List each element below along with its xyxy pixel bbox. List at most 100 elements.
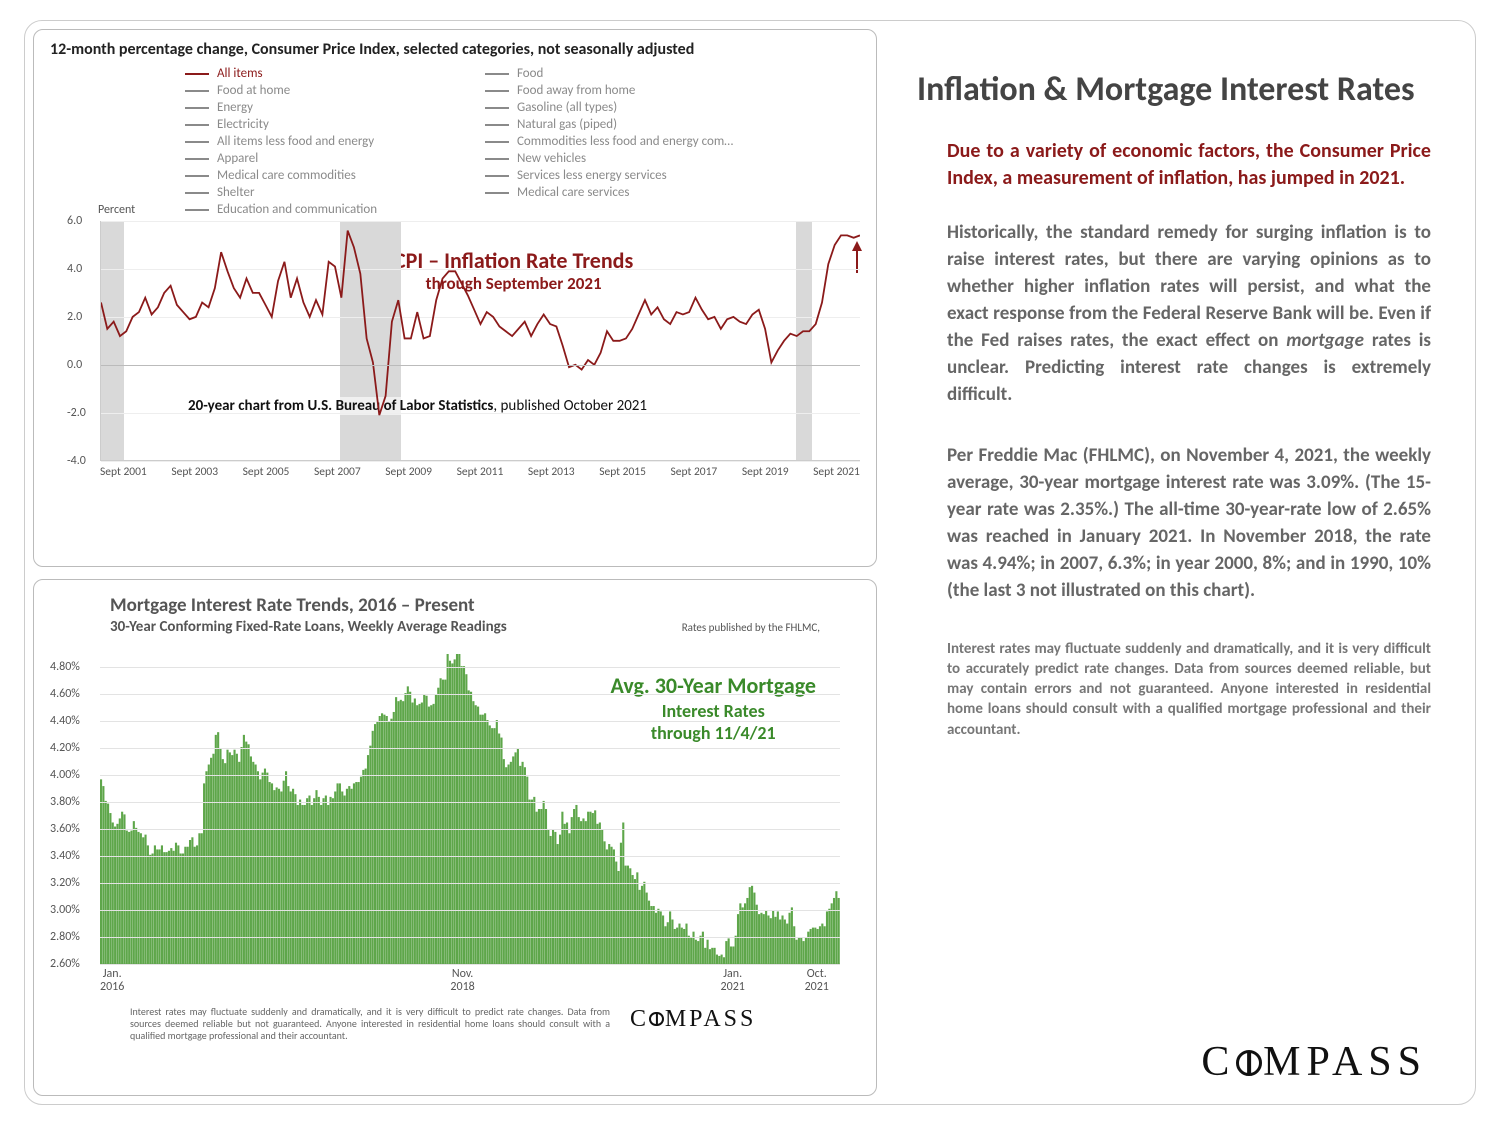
cpi-legend-item: Shelter: [185, 185, 445, 200]
cpi-title: 12-month percentage change, Consumer Pri…: [50, 40, 860, 60]
legend-swatch-icon: [485, 124, 509, 126]
left-column: 12-month percentage change, Consumer Pri…: [33, 29, 877, 1096]
mortgage-x-axis: Jan.2016 Nov.2018 Jan.2021 Oct.2021: [100, 968, 840, 998]
legend-label: New vehicles: [517, 151, 586, 166]
legend-swatch-icon: [485, 158, 509, 160]
mtg-xtick-label: Oct.2021: [805, 968, 829, 994]
cpi-ytick-label: 2.0: [67, 310, 82, 324]
mtg-ytick-label: 3.40%: [50, 849, 80, 863]
cpi-legend-item: Services less energy services: [485, 168, 745, 183]
cpi-legend-item: Medical care services: [485, 185, 745, 200]
legend-label: Commodities less food and energy com…: [517, 134, 733, 149]
paragraph-1: Historically, the standard remedy for su…: [947, 220, 1431, 409]
legend-swatch-icon: [185, 209, 209, 211]
cpi-ytick-label: -2.0: [67, 406, 86, 420]
legend-label: Food away from home: [517, 83, 635, 98]
cpi-plot-wrap: Percent 20-year chart from U.S. Bureau o…: [68, 221, 860, 479]
mtg-ytick-label: 4.20%: [50, 741, 80, 755]
mtg-xtick-label: Nov.2018: [450, 968, 474, 994]
legend-swatch-icon: [485, 107, 509, 109]
cpi-legend-item: Energy: [185, 100, 445, 115]
cpi-ytick-label: 0.0: [67, 358, 82, 372]
legend-label: Medical care commodities: [217, 168, 356, 183]
legend-swatch-icon: [485, 73, 509, 75]
mtg-ytick-label: 4.80%: [50, 660, 80, 674]
legend-swatch-icon: [185, 90, 209, 92]
cpi-legend-item: Gasoline (all types): [485, 100, 745, 115]
legend-swatch-icon: [185, 124, 209, 126]
legend-label: Education and communication: [217, 202, 377, 217]
cpi-xtick-label: Sept 2007: [314, 465, 361, 479]
legend-label: Apparel: [217, 151, 258, 166]
cpi-legend-item: Medical care commodities: [185, 168, 445, 183]
mortgage-title: Mortgage Interest Rate Trends, 2016 – Pr…: [110, 594, 860, 617]
legend-swatch-icon: [485, 90, 509, 92]
cpi-legend-item: New vehicles: [485, 151, 745, 166]
mortgage-chart-box: Mortgage Interest Rate Trends, 2016 – Pr…: [33, 579, 877, 1096]
mortgage-footer: Interest rates may fluctuate suddenly an…: [130, 1006, 860, 1042]
compass-logo-large: CMPASS: [917, 1038, 1427, 1086]
cpi-xtick-label: Sept 2011: [457, 465, 504, 479]
cpi-plot-area: 20-year chart from U.S. Bureau of Labor …: [100, 221, 860, 461]
disclaimer-paragraph: Interest rates may fluctuate suddenly an…: [947, 639, 1431, 740]
legend-swatch-icon: [185, 158, 209, 160]
legend-label: Energy: [217, 100, 253, 115]
legend-swatch-icon: [185, 107, 209, 109]
legend-label: Medical care services: [517, 185, 629, 200]
mtg-xtick-label: Jan.2021: [721, 968, 745, 994]
cpi-ytick-label: 4.0: [67, 262, 82, 276]
cpi-chart-box: 12-month percentage change, Consumer Pri…: [33, 29, 877, 567]
cpi-xtick-label: Sept 2015: [599, 465, 646, 479]
legend-label: Food at home: [217, 83, 290, 98]
mtg-ytick-label: 3.20%: [50, 876, 80, 890]
legend-label: Gasoline (all types): [517, 100, 617, 115]
compass-logo-small: CMPASS: [630, 1006, 756, 1033]
cpi-xtick-label: Sept 2021: [813, 465, 860, 479]
legend-label: Natural gas (piped): [517, 117, 617, 132]
legend-swatch-icon: [185, 73, 209, 75]
mortgage-subtitle: 30-Year Conforming Fixed-Rate Loans, Wee…: [110, 618, 507, 636]
mtg-ytick-label: 3.00%: [50, 903, 80, 917]
legend-swatch-icon: [485, 192, 509, 194]
lede-paragraph: Due to a variety of economic factors, th…: [947, 138, 1431, 192]
legend-label: Shelter: [217, 185, 254, 200]
cpi-legend-item: Education and communication: [185, 202, 445, 217]
cpi-xtick-label: Sept 2009: [385, 465, 432, 479]
legend-swatch-icon: [185, 192, 209, 194]
mtg-ytick-label: 3.60%: [50, 822, 80, 836]
mortgage-bars-svg: [100, 654, 840, 964]
cpi-legend: All items Food at home Energy Electricity Al…: [50, 66, 860, 217]
cpi-xtick-label: Sept 2005: [243, 465, 290, 479]
cpi-xtick-label: Sept 2003: [171, 465, 218, 479]
cpi-y-axis-label: Percent: [98, 203, 135, 217]
cpi-legend-item: Food away from home: [485, 83, 745, 98]
mortgage-published: Rates published by the FHLMC,: [682, 621, 820, 634]
cpi-legend-item: Natural gas (piped): [485, 117, 745, 132]
legend-label: Electricity: [217, 117, 269, 132]
legend-swatch-icon: [185, 141, 209, 143]
cpi-legend-item: All items less food and energy: [185, 134, 445, 149]
mtg-ytick-label: 3.80%: [50, 795, 80, 809]
mtg-ytick-label: 2.80%: [50, 930, 80, 944]
cpi-legend-item: Food at home: [185, 83, 445, 98]
cpi-legend-item: Commodities less food and energy com…: [485, 134, 745, 149]
legend-label: All items: [217, 66, 263, 81]
cpi-legend-item: Apparel: [185, 151, 445, 166]
cpi-xtick-label: Sept 2001: [100, 465, 147, 479]
legend-label: Food: [517, 66, 543, 81]
page-frame: 12-month percentage change, Consumer Pri…: [24, 20, 1476, 1105]
legend-swatch-icon: [485, 175, 509, 177]
cpi-ytick-label: 6.0: [67, 214, 82, 228]
mtg-ytick-label: 2.60%: [50, 957, 80, 971]
cpi-xtick-label: Sept 2017: [671, 465, 718, 479]
page-title: Inflation & Mortgage Interest Rates: [917, 69, 1437, 110]
legend-swatch-icon: [185, 175, 209, 177]
mtg-xtick-label: Jan.2016: [100, 968, 124, 994]
mtg-ytick-label: 4.60%: [50, 687, 80, 701]
right-column: Inflation & Mortgage Interest Rates Due …: [907, 29, 1457, 1096]
cpi-ytick-label: -4.0: [67, 454, 86, 468]
para1-em: mortgage: [1286, 329, 1364, 352]
mortgage-plot-area: 4.80%4.60%4.40%4.20%4.00%3.80%3.60%3.40%…: [100, 654, 840, 964]
cpi-legend-item: Electricity: [185, 117, 445, 132]
legend-swatch-icon: [485, 141, 509, 143]
